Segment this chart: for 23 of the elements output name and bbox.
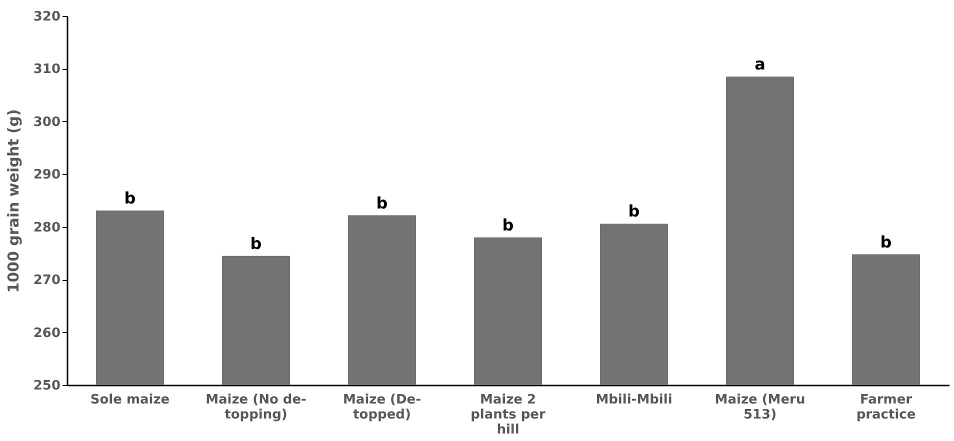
x-tick-label: Maize (Meru 513) [714,392,806,422]
annotation: b [880,232,892,252]
x-tick-label: Maize (No de-topping) [206,392,306,422]
annotation: b [124,188,136,208]
y-tick-label: 320 [33,10,60,24]
x-tick-label: Sole maize [90,392,170,408]
y-tick-label: 310 [33,62,60,78]
annotation: b [376,193,388,212]
annotation: b [502,215,514,234]
x-tick-label: Mbili-Mbili [596,392,672,408]
y-tick-label: 270 [33,273,60,288]
x-tick-label: Maize 2 plants per hill [470,392,546,438]
y-tick-label: 250 [33,378,60,394]
y-tick-label: 260 [33,326,60,341]
y-axis-title: 1000 grain weight (g) [4,109,22,293]
x-tick-label: Maize (De-topped) [342,392,422,422]
y-tick-label: 290 [33,168,60,183]
annotation: b [250,234,262,253]
x-tick-label: Farmer practice [856,392,916,422]
y-tick-label: 300 [33,114,60,130]
y-tick-label: 280 [33,220,60,236]
annotation: b [628,202,640,221]
annotation: a [754,54,766,74]
